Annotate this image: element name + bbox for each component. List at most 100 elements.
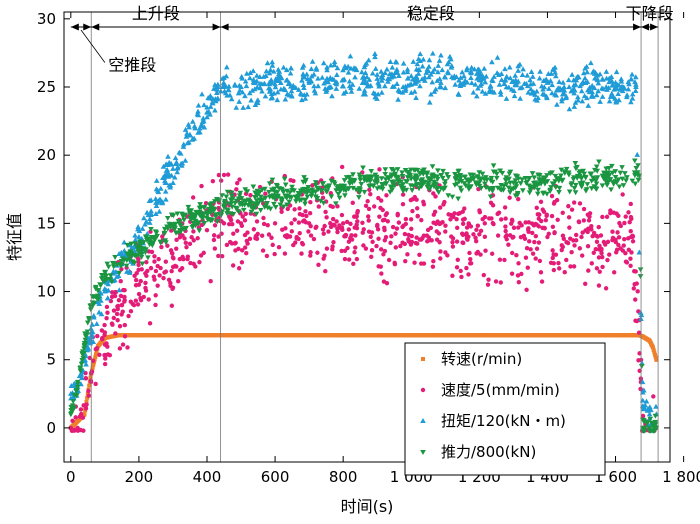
data-point	[156, 256, 161, 262]
data-point	[486, 277, 491, 282]
data-point	[247, 236, 253, 242]
data-point	[618, 78, 625, 84]
data-point	[622, 171, 628, 177]
data-point	[600, 214, 605, 220]
data-point	[519, 84, 525, 90]
data-point	[544, 179, 551, 185]
data-point	[281, 176, 288, 182]
data-point	[195, 220, 202, 226]
data-point	[303, 209, 308, 214]
data-point	[272, 194, 278, 200]
data-point	[311, 87, 318, 93]
data-point	[596, 224, 601, 230]
data-point	[313, 195, 320, 201]
data-point	[82, 337, 89, 343]
data-point	[389, 71, 395, 77]
data-point	[229, 193, 235, 199]
data-point	[414, 61, 421, 67]
data-point	[556, 266, 562, 271]
data-point	[251, 80, 257, 86]
data-point	[653, 403, 659, 409]
data-point	[622, 220, 627, 226]
data-point	[203, 201, 209, 206]
data-point	[537, 212, 542, 217]
data-point	[629, 250, 634, 255]
data-point	[476, 180, 483, 186]
data-point	[503, 175, 510, 181]
data-point	[414, 175, 421, 181]
data-point	[163, 240, 169, 246]
data-point	[215, 84, 221, 90]
data-point	[523, 220, 528, 225]
data-point	[481, 65, 488, 71]
data-point	[224, 242, 230, 248]
data-point	[216, 234, 221, 239]
data-point	[571, 200, 577, 205]
data-point	[195, 236, 200, 241]
data-point	[183, 240, 189, 245]
data-point	[391, 83, 397, 89]
data-point	[594, 168, 600, 174]
data-point	[216, 253, 221, 259]
data-point	[556, 78, 563, 84]
data-point	[253, 191, 260, 197]
data-point	[483, 73, 490, 79]
data-point	[612, 169, 619, 175]
data-point	[238, 200, 244, 206]
data-point	[533, 221, 538, 227]
data-point	[512, 72, 519, 78]
data-point	[589, 82, 596, 88]
data-point	[212, 223, 218, 228]
data-point	[489, 251, 495, 256]
data-point	[579, 234, 584, 240]
data-point	[244, 251, 249, 256]
data-point	[419, 217, 424, 223]
data-point	[379, 72, 386, 78]
data-point	[443, 223, 448, 228]
data-point	[466, 186, 472, 192]
data-point	[512, 193, 519, 199]
data-point	[333, 85, 340, 91]
data-point	[160, 234, 165, 239]
data-point	[382, 83, 388, 89]
data-point	[525, 176, 532, 182]
data-point	[646, 425, 653, 431]
data-point	[291, 188, 297, 194]
data-point	[486, 89, 493, 95]
data-point	[287, 83, 294, 89]
data-point	[632, 88, 639, 94]
data-point	[474, 227, 479, 233]
data-point	[200, 115, 207, 121]
data-point	[295, 86, 302, 92]
data-point	[145, 255, 151, 261]
data-point	[111, 315, 117, 321]
data-point	[528, 68, 535, 74]
data-point	[634, 151, 641, 157]
data-point	[357, 177, 364, 183]
data-point	[438, 205, 443, 210]
data-point	[356, 186, 363, 192]
data-point	[156, 208, 163, 214]
data-point	[614, 247, 620, 252]
data-point	[312, 182, 319, 188]
series-group	[68, 50, 660, 433]
data-point	[113, 331, 118, 336]
data-point	[289, 221, 294, 226]
data-point	[139, 225, 146, 231]
data-point	[237, 87, 243, 93]
data-point	[361, 87, 368, 93]
data-point	[624, 260, 630, 265]
data-point	[236, 98, 243, 104]
data-point	[306, 229, 311, 234]
data-point	[571, 90, 577, 96]
data-point	[515, 273, 521, 278]
data-point	[403, 216, 409, 222]
data-point	[603, 242, 608, 247]
data-point	[331, 239, 336, 245]
data-point	[552, 173, 559, 179]
data-point	[429, 172, 436, 178]
data-point	[425, 176, 431, 182]
data-point	[109, 260, 116, 266]
data-point	[179, 266, 185, 271]
data-point	[603, 178, 609, 184]
